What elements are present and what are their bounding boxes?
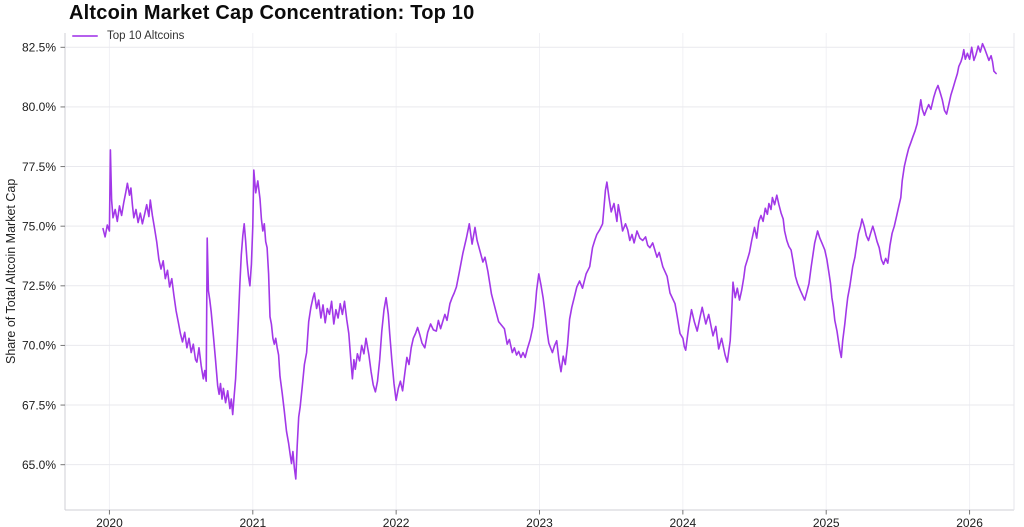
x-tick-label: 2022 <box>383 516 410 527</box>
x-tick-label: 2024 <box>670 516 697 527</box>
chart-title: Altcoin Market Cap Concentration: Top 10 <box>69 2 475 24</box>
y-tick-label: 77.5% <box>22 160 56 174</box>
series-line-top-10-altcoins <box>102 42 997 480</box>
y-tick-label: 82.5% <box>22 41 56 55</box>
y-tick-label: 75.0% <box>22 219 56 233</box>
y-tick-label: 67.5% <box>22 398 56 412</box>
x-tick-label: 2021 <box>239 516 266 527</box>
x-tick-label: 2026 <box>956 516 983 527</box>
legend[interactable]: Top 10 Altcoins <box>72 30 184 42</box>
x-tick-label: 2023 <box>526 516 553 527</box>
y-axis-title: Share of Total Altcoin Market Cap <box>4 178 18 365</box>
x-tick-label: 2020 <box>96 516 123 527</box>
legend-line-swatch <box>72 34 98 38</box>
x-tick-label: 2025 <box>813 516 840 527</box>
y-tick-label: 70.0% <box>22 339 56 353</box>
y-tick-label: 80.0% <box>22 100 56 114</box>
y-tick-label: 72.5% <box>22 279 56 293</box>
chart-canvas[interactable]: 65.0% 67.5% 70.0% 72.5% 75.0% 77.5% 80.0% 82.5%… <box>22 33 1015 527</box>
y-tick-label: 65.0% <box>22 458 56 472</box>
legend-label: Top 10 Altcoins <box>107 30 185 42</box>
